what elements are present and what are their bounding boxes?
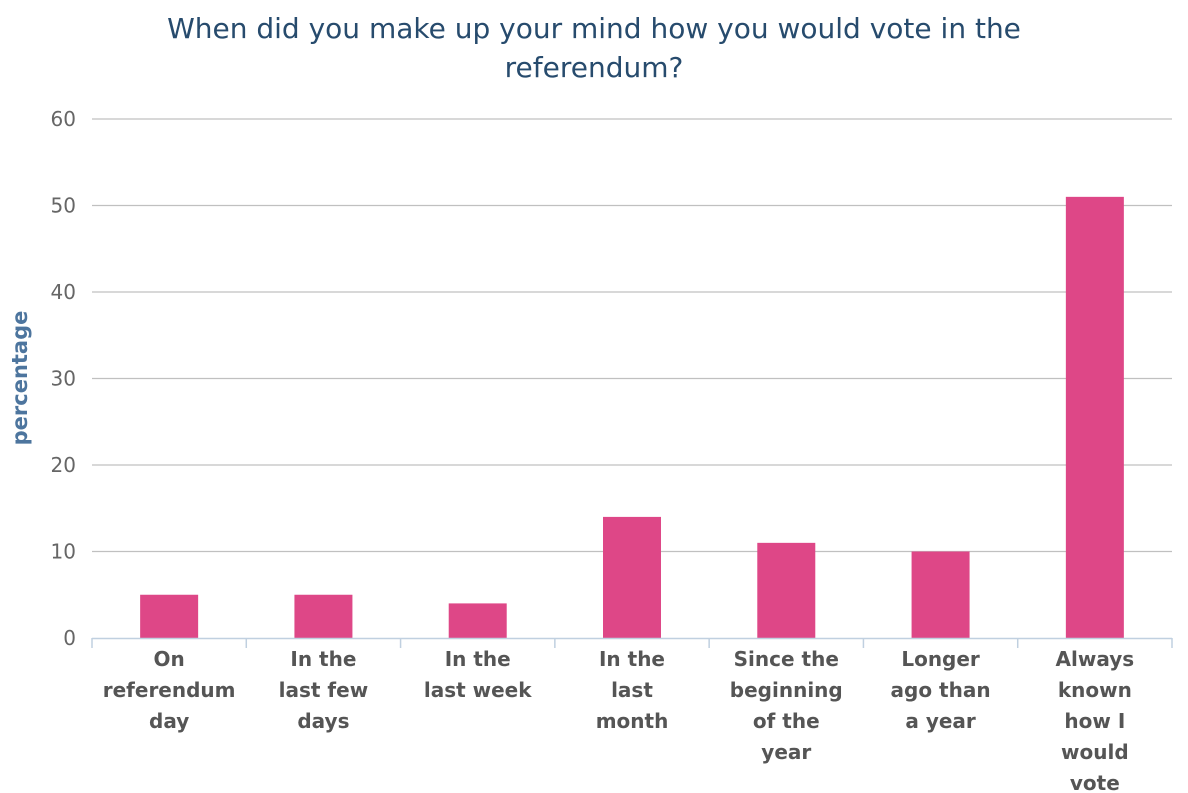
x-category-label: In the last week — [424, 647, 532, 702]
x-category-label-line: day — [149, 709, 189, 733]
bar — [603, 516, 661, 638]
x-category-label-line: vote — [1070, 771, 1120, 793]
y-tick-label: 60 — [51, 107, 76, 131]
gridlines — [92, 118, 1172, 553]
bar — [140, 594, 199, 638]
y-tick-label: 50 — [51, 194, 76, 218]
y-tick-label: 20 — [51, 453, 76, 477]
y-axis-ticks: 0 10 20 30 40 50 60 — [51, 107, 76, 650]
y-tick-label: 40 — [51, 280, 76, 304]
x-category-label-line: how I — [1064, 709, 1125, 733]
x-category-label-line: year — [761, 740, 811, 764]
x-axis — [91, 637, 1173, 648]
x-category-label-line: last few — [279, 678, 369, 702]
bar — [757, 542, 816, 638]
x-axis-category-labels: On referendum day In the last few days In the l… — [103, 647, 1134, 793]
chart-title: When did you make up your mind how you w… — [167, 12, 1021, 84]
x-category-label-line: known — [1058, 678, 1132, 702]
x-category-label-line: last week — [424, 678, 532, 702]
y-tick-label: 0 — [63, 626, 76, 650]
x-category-label: Longer ago than a year — [891, 647, 991, 733]
x-category-label-line: referendum — [103, 678, 236, 702]
bars — [140, 196, 1124, 638]
x-category-label-line: Longer — [901, 647, 980, 671]
x-category-label-line: of the — [753, 709, 820, 733]
x-category-label: In the last few days — [279, 647, 369, 733]
chart-title-line: referendum? — [505, 51, 684, 84]
y-axis-title: percentage — [8, 311, 32, 446]
bar — [1065, 196, 1124, 638]
x-category-label-line: beginning — [730, 678, 843, 702]
x-category-label-line: Since the — [734, 647, 839, 671]
chart-title-line: When did you make up your mind how you w… — [167, 12, 1021, 45]
x-category-label-line: month — [596, 709, 669, 733]
x-category-label-line: Always — [1056, 647, 1135, 671]
y-tick-label: 30 — [51, 367, 76, 391]
x-category-label-line: last — [611, 678, 653, 702]
x-category-label-line: a year — [905, 709, 976, 733]
x-category-label: Since the beginning of the year — [730, 647, 843, 764]
x-category-label-line: In the — [290, 647, 356, 671]
x-category-label-line: On — [154, 647, 185, 671]
x-category-label: Always known how I would vote — [1056, 647, 1135, 793]
x-category-label: In the last month — [596, 647, 669, 733]
bar — [911, 551, 970, 638]
x-category-label-line: ago than — [891, 678, 991, 702]
x-category-label: On referendum day — [103, 647, 236, 733]
y-tick-label: 10 — [51, 540, 76, 564]
bar — [448, 603, 507, 638]
bar — [294, 594, 353, 638]
x-category-label-line: In the — [599, 647, 665, 671]
x-category-label-line: would — [1061, 740, 1129, 764]
x-category-label-line: days — [297, 709, 349, 733]
x-category-label-line: In the — [445, 647, 511, 671]
